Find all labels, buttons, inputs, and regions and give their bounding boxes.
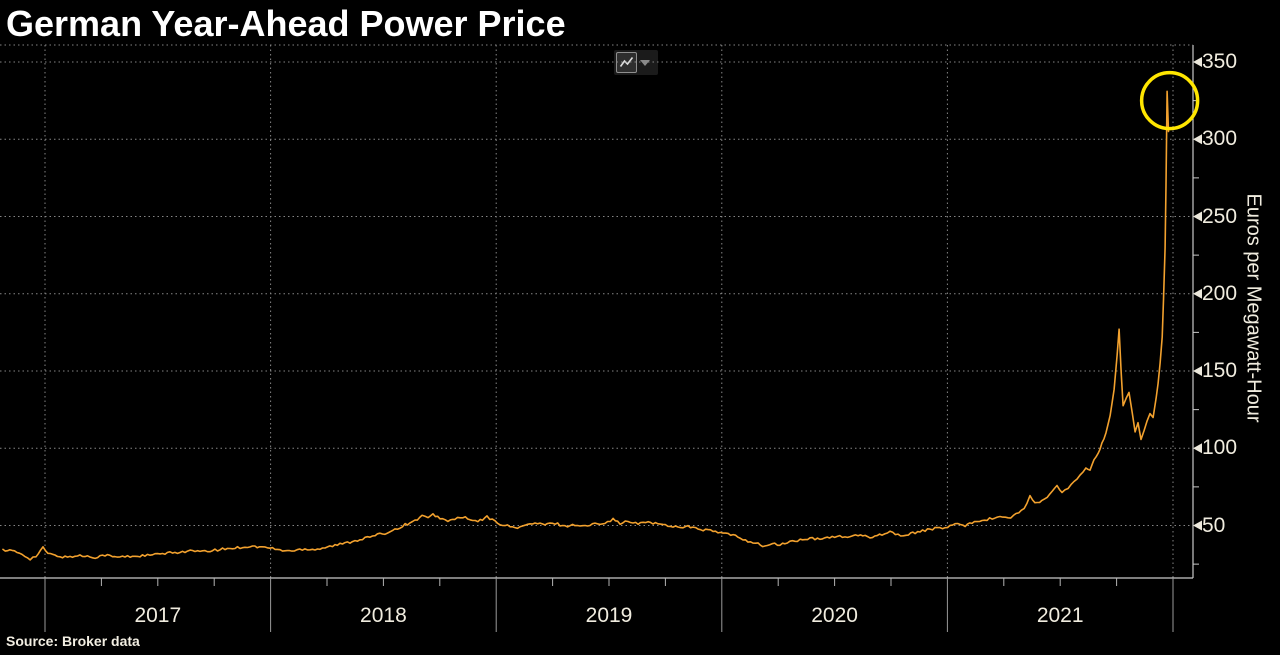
y-major-tick bbox=[1193, 211, 1202, 222]
y-major-tick bbox=[1193, 57, 1202, 67]
y-major-tick bbox=[1193, 366, 1202, 376]
source-note: Source: Broker data bbox=[6, 633, 140, 649]
y-axis-tick-label: 250 bbox=[1202, 204, 1238, 228]
x-axis-tick-label: 2018 bbox=[360, 604, 407, 627]
y-axis-tick-label: 150 bbox=[1202, 359, 1238, 382]
y-major-tick bbox=[1193, 288, 1202, 299]
x-axis-tick-label: 2021 bbox=[1036, 604, 1084, 627]
y-axis-tick-label: 300 bbox=[1202, 127, 1238, 151]
yellow-highlight-circle bbox=[1139, 70, 1200, 131]
y-axis-tick-label: 350 bbox=[1202, 50, 1238, 73]
x-axis-tick-label: 2019 bbox=[585, 604, 633, 627]
y-major-tick bbox=[1193, 520, 1202, 531]
y-axis-tick-label: 200 bbox=[1202, 281, 1238, 305]
x-axis-tick-label: 2020 bbox=[811, 604, 858, 627]
y-major-tick bbox=[1193, 134, 1202, 145]
price-line bbox=[2, 90, 1170, 561]
y-major-tick bbox=[1193, 443, 1202, 454]
chart-title: German Year-Ahead Power Price bbox=[6, 3, 566, 44]
y-axis-tick-label: 50 bbox=[1202, 513, 1226, 537]
y-axis-tick-label: 100 bbox=[1202, 436, 1238, 460]
x-axis-tick-label: 2017 bbox=[134, 604, 182, 627]
y-axis-title: Euros per Megawatt-Hour bbox=[1242, 193, 1265, 423]
